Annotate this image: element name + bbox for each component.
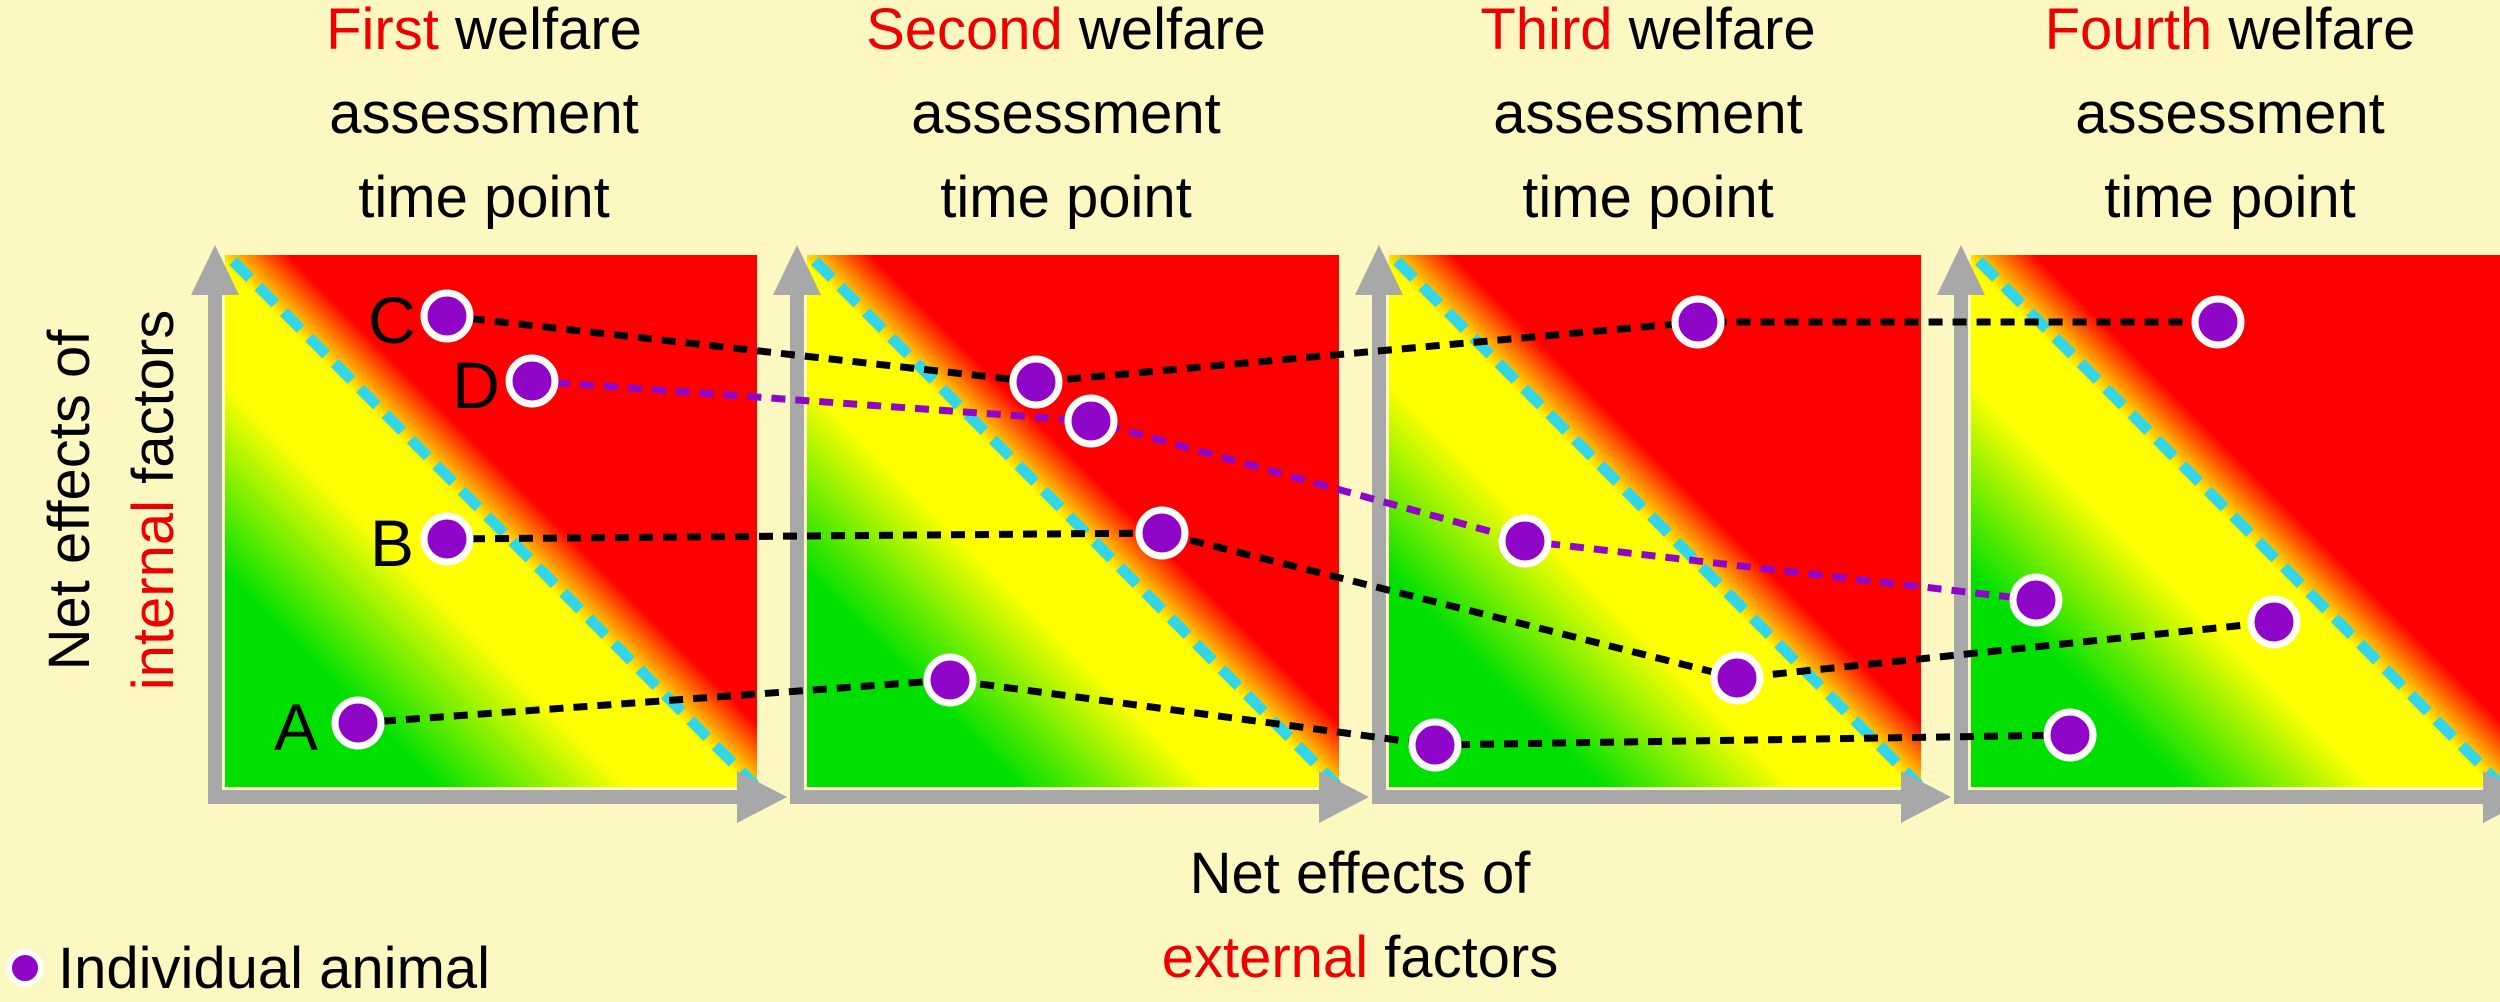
animal-b-t2 (1135, 506, 1189, 560)
animal-b-t3 (1710, 651, 1764, 705)
y-arrow-head (1355, 245, 1403, 295)
y-arrow-head (773, 245, 821, 295)
animal-c-t2 (1009, 355, 1063, 409)
animal-d-t1 (505, 354, 559, 408)
animal-label-a: A (274, 690, 318, 764)
threshold-line (1393, 257, 1923, 789)
animal-a-t4 (2043, 708, 2097, 762)
animal-a-t1 (331, 696, 385, 750)
threshold-line (1975, 257, 2500, 789)
animal-b-t4 (2247, 595, 2301, 649)
animal-label-d: D (452, 348, 500, 422)
panel-title-3: Third welfare assessment time point (1480, 0, 1816, 230)
trajectory-a (357, 676, 2071, 749)
trajectory-b (446, 529, 2275, 682)
panel-title-1: First welfare assessment time point (326, 0, 642, 230)
animal-c-t1 (420, 289, 474, 343)
x-arrow-head (2483, 771, 2500, 823)
animal-d-t3 (1498, 514, 1552, 568)
animal-c-t4 (2191, 295, 2245, 349)
x-arrow-head (1319, 771, 1369, 823)
animal-b-t1 (420, 512, 474, 566)
animal-a-t2 (923, 653, 977, 707)
animal-label-b: B (370, 506, 414, 580)
threshold-line (811, 257, 1341, 789)
y-axis-label: Net effects of internal factors (37, 309, 186, 691)
panel-4 (1937, 245, 2500, 823)
panel-title-2: Second welfare assessment time point (866, 0, 1266, 230)
animal-c-t3 (1671, 295, 1725, 349)
y-arrow-head (1937, 245, 1985, 295)
animal-d-t2 (1064, 394, 1118, 448)
panel-title-4: Fourth welfare assessment time point (2044, 0, 2416, 230)
animal-d-t4 (2009, 573, 2063, 627)
x-arrow-head (737, 771, 787, 823)
trajectory-c (446, 312, 2218, 386)
threshold-line (229, 257, 759, 789)
legend: Individual animal (0, 936, 490, 1001)
animal-a-t3 (1408, 718, 1462, 772)
y-arrow-head (191, 245, 239, 295)
legend-label: Individual animal (58, 935, 491, 1001)
animal-label-c: C (368, 283, 416, 357)
x-arrow-head (1901, 771, 1951, 823)
x-axis-label: Net effects of external factors (1161, 841, 1559, 990)
legend-animal-marker (6, 949, 44, 987)
